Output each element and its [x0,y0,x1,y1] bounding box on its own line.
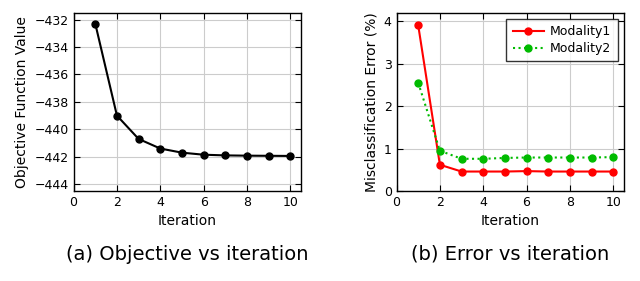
Modality2 [414,81,422,84]
Modality2 [479,157,487,160]
Modality2 [501,156,509,160]
Y-axis label: Misclassification Error (%): Misclassification Error (%) [364,12,378,192]
Modality2 [523,156,531,159]
Modality1 [545,170,552,173]
Modality1 [479,170,487,173]
Modality1 [414,24,422,27]
Modality2 [545,156,552,159]
Modality2 [436,149,444,152]
Line: Modality2: Modality2 [415,79,617,162]
Text: (a) Objective vs iteration: (a) Objective vs iteration [66,244,308,264]
Text: (b) Error vs iteration: (b) Error vs iteration [411,244,609,264]
Modality1 [566,170,573,173]
X-axis label: Iteration: Iteration [481,214,540,228]
Modality1 [501,170,509,173]
Y-axis label: Objective Function Value: Objective Function Value [15,16,29,188]
Modality2 [566,156,573,159]
Modality1 [523,169,531,173]
Modality2 [588,156,595,159]
Modality2 [458,157,465,160]
Line: Modality1: Modality1 [415,22,617,175]
Modality1 [609,170,617,173]
Modality1 [458,170,465,173]
Legend: Modality1, Modality2: Modality1, Modality2 [506,19,618,61]
X-axis label: Iteration: Iteration [158,214,217,228]
Modality1 [436,163,444,166]
Modality2 [609,155,617,159]
Modality1 [588,170,595,173]
